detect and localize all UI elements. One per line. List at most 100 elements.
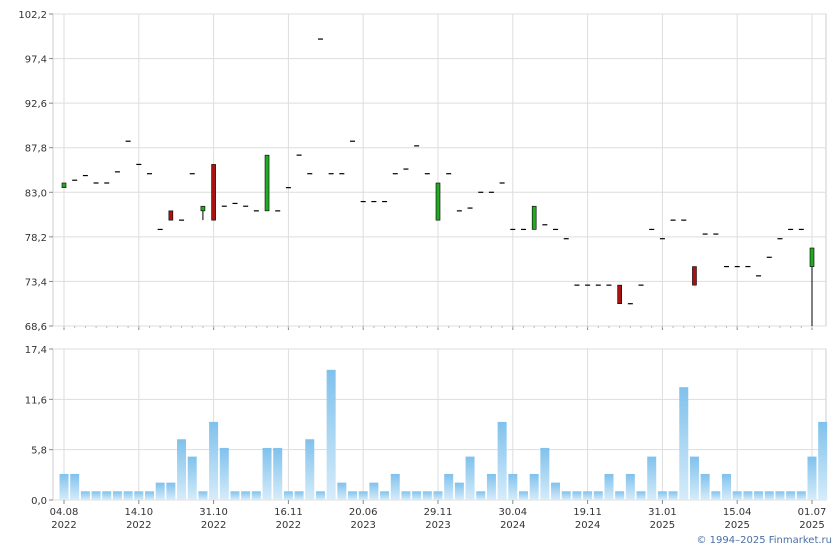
price-ytick-label: 97,4 [25, 55, 47, 66]
xtick-year-label: 2024 [500, 520, 525, 531]
volume-bar [679, 387, 689, 500]
volume-bar [497, 421, 507, 500]
volume-bar [155, 482, 165, 500]
volume-bar [476, 491, 486, 500]
xtick-date-label: 31.01 [648, 507, 677, 518]
volume-bar [358, 491, 368, 500]
candle-body [200, 205, 206, 212]
volume-bar [540, 447, 550, 500]
volume-bar [102, 491, 112, 500]
volume-bar [486, 473, 496, 500]
price-ytick-label: 68,6 [25, 322, 47, 333]
volume-bar [625, 473, 635, 500]
volume-bar [59, 473, 69, 500]
volume-bar [657, 491, 667, 500]
volume-bar [315, 491, 325, 500]
xtick-year-label: 2023 [425, 520, 450, 531]
volume-bar [198, 491, 208, 500]
volume-bar [337, 482, 347, 500]
volume-bar [369, 482, 379, 500]
volume-bars [59, 369, 828, 500]
volume-bar [818, 421, 828, 500]
volume-bar [134, 491, 144, 500]
volume-bar [775, 491, 785, 500]
xtick-date-label: 19.11 [573, 507, 602, 518]
xtick-date-label: 04.08 [50, 507, 79, 518]
volume-bar [518, 491, 528, 500]
copyright-notice: © 1994–2025 Finmarket.ru [696, 535, 832, 546]
volume-bar [390, 473, 400, 500]
volume-bar [273, 447, 283, 500]
price-ytick-label: 102,2 [18, 10, 47, 21]
volume-bar [91, 491, 101, 500]
volume-bar [262, 447, 272, 500]
volume-ytick-label: 11,6 [25, 395, 47, 406]
volume-bar [764, 491, 774, 500]
volume-bar [422, 491, 432, 500]
volume-bar [401, 491, 411, 500]
price-ytick-label: 92,6 [25, 99, 47, 110]
candle-body [435, 182, 441, 221]
xtick-date-label: 30.04 [498, 507, 527, 518]
volume-bar [508, 473, 518, 500]
volume-ytick-label: 17,4 [25, 345, 47, 356]
volume-bar [251, 491, 261, 500]
xtick-year-label: 2025 [799, 520, 824, 531]
xtick-year-label: 2024 [575, 520, 600, 531]
volume-bar [326, 369, 336, 500]
volume-bar [444, 473, 454, 500]
price-panel-frame [52, 13, 827, 327]
price-ytick-label: 73,4 [25, 277, 47, 288]
candle-body [617, 284, 622, 305]
volume-bar [283, 491, 293, 500]
volume-bar [732, 491, 742, 500]
volume-bar [583, 491, 593, 500]
volume-bar [144, 491, 154, 500]
candle-body [692, 266, 697, 286]
candles [61, 38, 815, 326]
volume-bar [241, 491, 251, 500]
volume-bar [230, 491, 240, 500]
volume-bar [796, 491, 806, 500]
volume-bar [647, 456, 657, 500]
volume-bar [572, 491, 582, 500]
axes: 102,2 97,4 92,6 87,8 83,0 78,2 73,4 68,6 17,4 11,… [18, 10, 826, 531]
volume-bar [70, 473, 80, 500]
volume-bar [711, 491, 721, 500]
volume-bar [412, 491, 422, 500]
volume-bar [551, 482, 561, 500]
volume-bar [636, 491, 646, 500]
volume-bar [123, 491, 133, 500]
volume-bar [689, 456, 699, 500]
volume-bar [80, 491, 90, 500]
xtick-date-label: 14.10 [124, 507, 153, 518]
volume-bar [305, 439, 315, 500]
xtick-date-label: 16.11 [274, 507, 303, 518]
volume-bar [112, 491, 122, 500]
volume-bar [743, 491, 753, 500]
volume-ytick-label: 5,8 [31, 446, 47, 457]
volume-bar [465, 456, 475, 500]
volume-bar [209, 421, 219, 500]
price-ytick-label: 87,8 [25, 144, 47, 155]
xtick-year-label: 2022 [51, 520, 76, 531]
volume-bar [177, 439, 187, 500]
volume-bar [807, 456, 817, 500]
volume-bar [294, 491, 304, 500]
grid [52, 13, 827, 501]
volume-bar [700, 473, 710, 500]
price-ytick-label: 83,0 [25, 188, 47, 199]
volume-bar [722, 473, 732, 500]
volume-bar [593, 491, 603, 500]
volume-bar [187, 456, 197, 500]
volume-bar [219, 447, 229, 500]
candle-body [809, 247, 815, 267]
xtick-date-label: 20.06 [349, 507, 378, 518]
candle-body [264, 154, 270, 212]
xtick-date-label: 31.10 [199, 507, 228, 518]
xtick-date-label: 15.04 [723, 507, 752, 518]
candle-body [168, 210, 174, 221]
price-ytick-label: 78,2 [25, 233, 47, 244]
volume-bar [754, 491, 764, 500]
